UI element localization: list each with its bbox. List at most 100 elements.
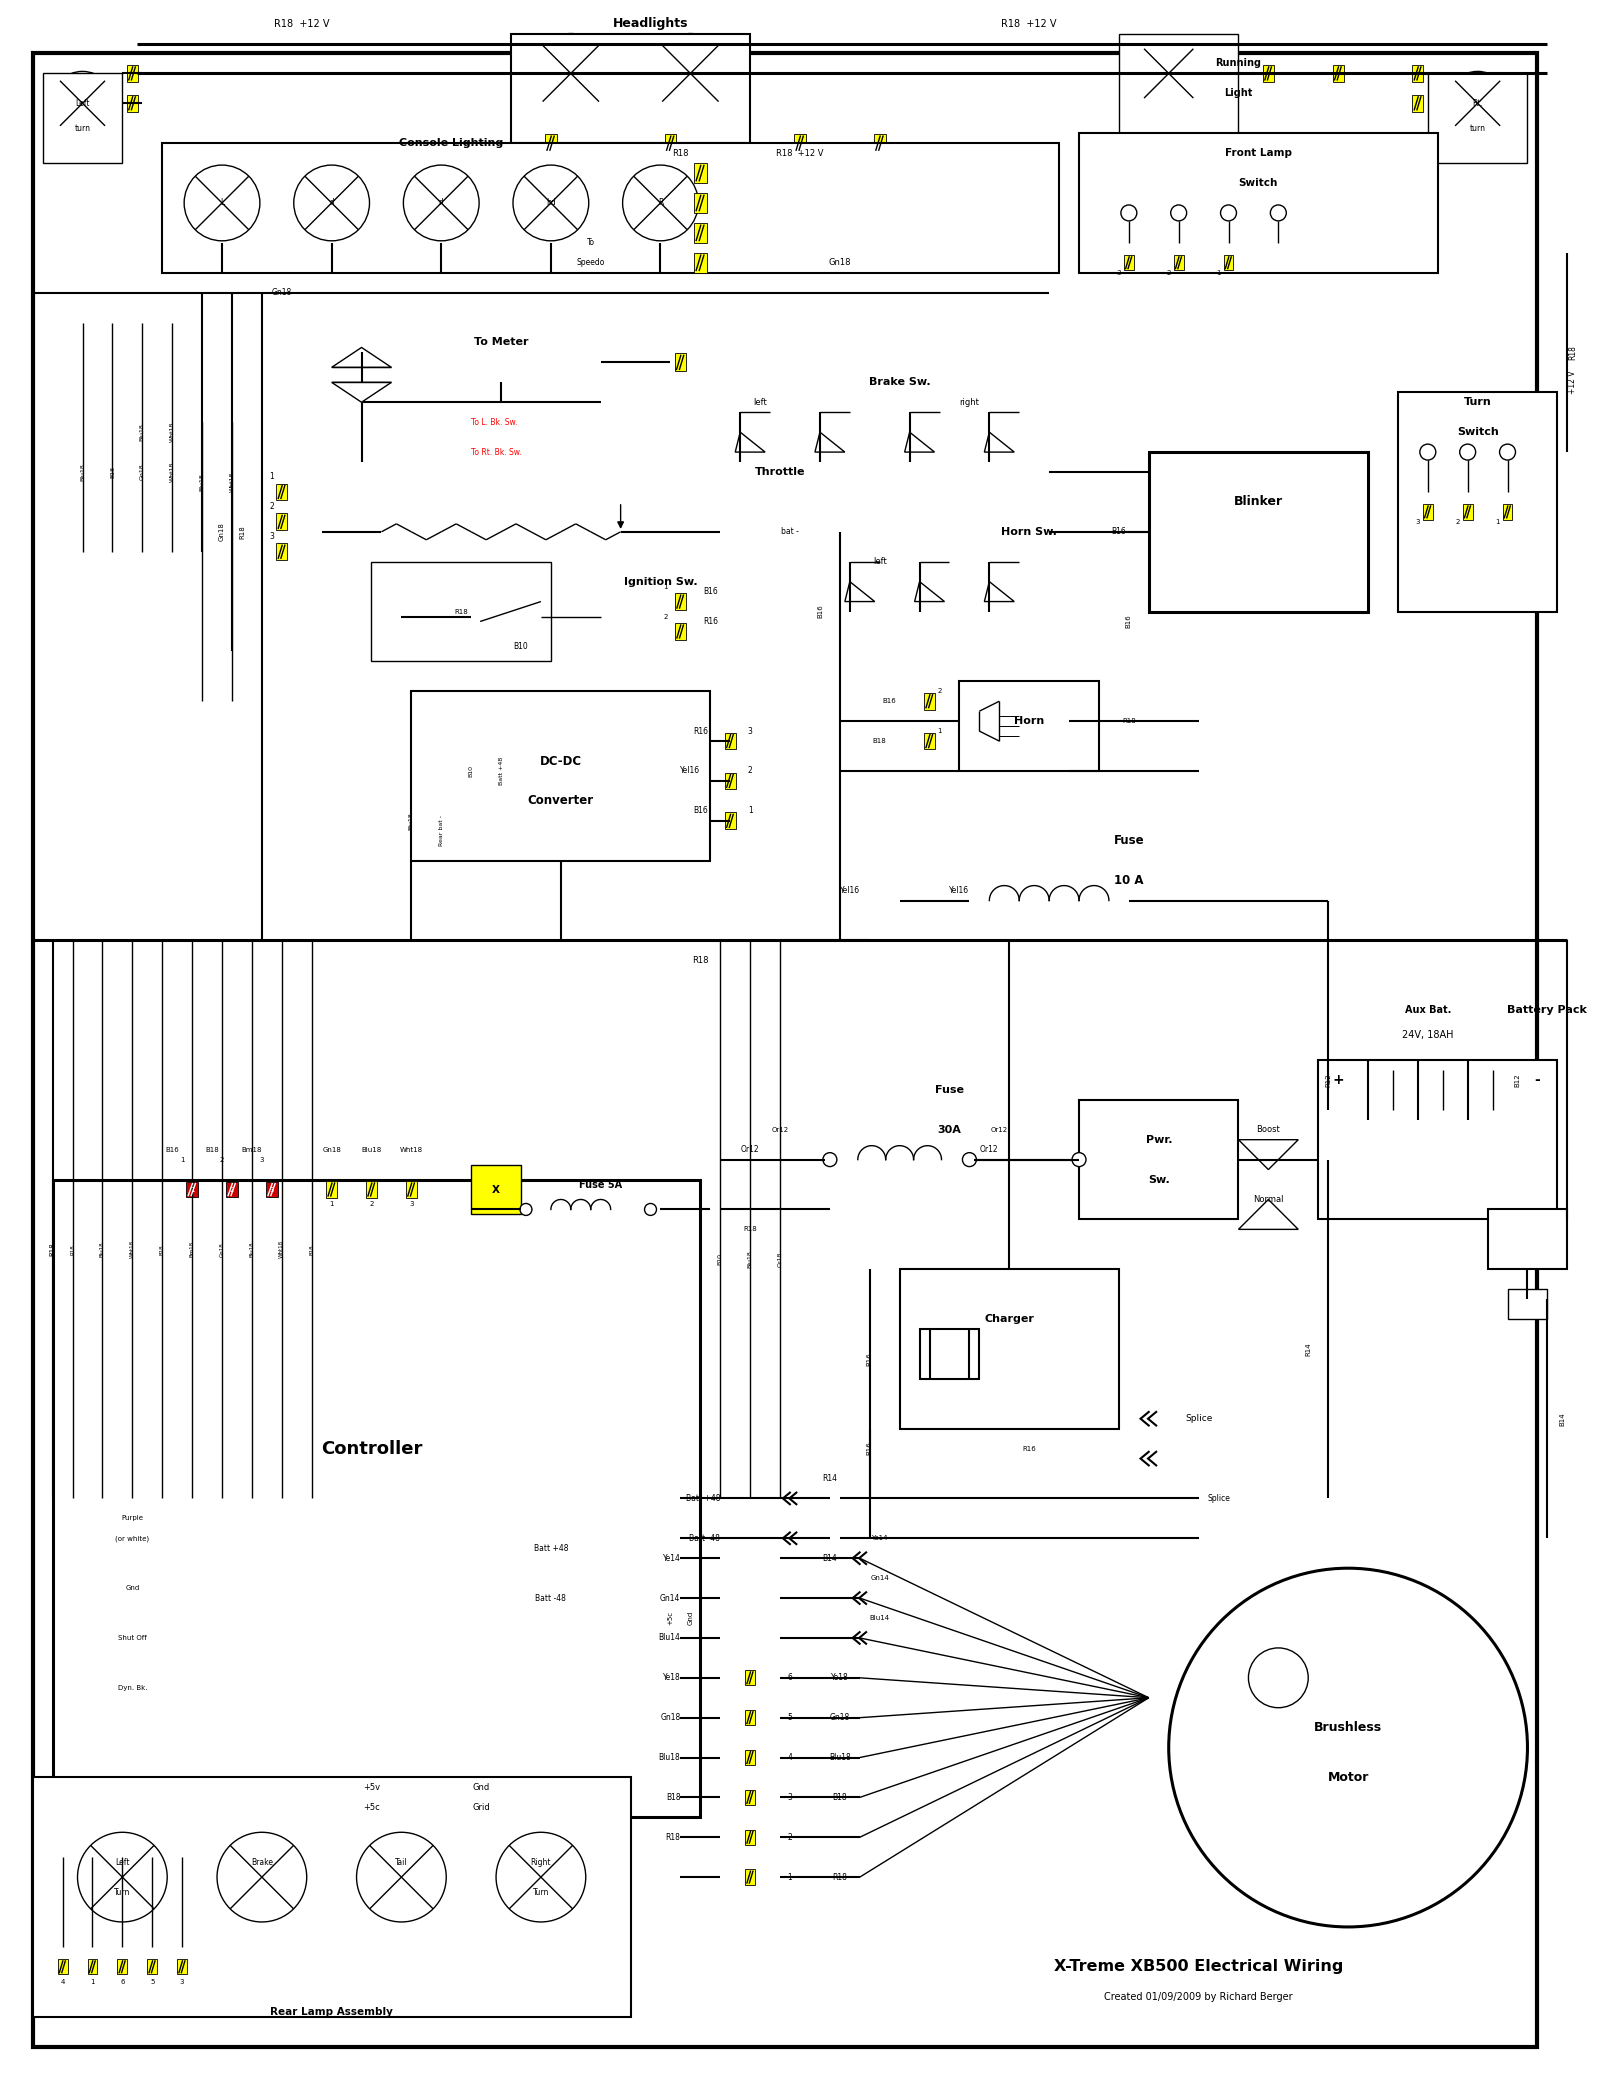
Text: R16: R16: [693, 727, 707, 735]
Text: 10 A: 10 A: [1114, 874, 1144, 886]
Text: hd: hd: [546, 200, 555, 208]
Bar: [725, 773, 736, 790]
Bar: [117, 1959, 128, 1974]
Text: B16: B16: [1112, 527, 1126, 536]
Text: Ye18: Ye18: [662, 1674, 680, 1682]
Text: B18: B18: [874, 737, 886, 743]
Text: 1: 1: [747, 806, 752, 815]
Bar: [1174, 254, 1184, 271]
Text: Switch: Switch: [1456, 426, 1499, 437]
Text: To: To: [587, 237, 595, 248]
Text: Batt +48: Batt +48: [686, 1493, 720, 1504]
Circle shape: [622, 166, 698, 242]
Text: Gnd: Gnd: [472, 1783, 490, 1791]
Circle shape: [1221, 206, 1237, 220]
Text: Ye18: Ye18: [830, 1674, 848, 1682]
Circle shape: [520, 1203, 531, 1216]
Text: B18: B18: [832, 1793, 846, 1802]
Text: 3: 3: [259, 1157, 264, 1163]
Text: Switch: Switch: [1238, 178, 1278, 189]
Text: X: X: [493, 1184, 501, 1195]
Text: B12: B12: [1515, 1073, 1520, 1086]
Text: B18: B18: [160, 1243, 165, 1254]
Text: R18  +12 V: R18 +12 V: [274, 19, 330, 29]
Text: Bm18: Bm18: [190, 1241, 195, 1258]
Text: Normal: Normal: [1253, 1195, 1283, 1203]
Bar: [1123, 254, 1134, 271]
Circle shape: [294, 166, 370, 242]
Polygon shape: [845, 582, 875, 601]
Text: Pwr.: Pwr.: [1146, 1134, 1173, 1144]
Circle shape: [514, 166, 589, 242]
Text: 3: 3: [410, 1201, 414, 1207]
Text: R18: R18: [238, 525, 245, 540]
Circle shape: [1419, 443, 1435, 460]
Bar: [53, 1180, 701, 1816]
Bar: [43, 74, 122, 164]
Text: R: R: [658, 200, 662, 208]
Text: Purple: Purple: [122, 1516, 144, 1520]
Text: B10: B10: [718, 1254, 723, 1266]
Bar: [411, 691, 710, 861]
Text: Or12: Or12: [741, 1144, 760, 1155]
Text: Boost: Boost: [1256, 1126, 1280, 1134]
Bar: [88, 1959, 98, 1974]
Text: Gnd: Gnd: [688, 1611, 693, 1625]
Text: B18: B18: [309, 1243, 314, 1254]
Bar: [746, 1829, 755, 1846]
Text: Blu18: Blu18: [80, 464, 85, 481]
Text: B16: B16: [883, 697, 896, 704]
Text: Speedo: Speedo: [576, 258, 605, 267]
Text: 4: 4: [787, 1754, 792, 1762]
Text: Running: Running: [1216, 59, 1261, 69]
Text: Wht18: Wht18: [280, 1241, 285, 1258]
Text: X-Treme XB500 Electrical Wiring: X-Treme XB500 Electrical Wiring: [1054, 1959, 1344, 1974]
Text: 2: 2: [787, 1833, 792, 1842]
Text: +12 V: +12 V: [1568, 370, 1578, 395]
Text: +: +: [1333, 1073, 1344, 1088]
Text: L: L: [219, 200, 224, 208]
Text: Fuse: Fuse: [934, 1086, 963, 1094]
Text: Turn: Turn: [114, 1888, 131, 1896]
Text: 1: 1: [179, 1157, 184, 1163]
Text: (or white): (or white): [115, 1535, 149, 1541]
Text: Horn: Horn: [1014, 716, 1045, 727]
Text: 6: 6: [787, 1674, 792, 1682]
Bar: [694, 252, 707, 273]
Text: Ye14: Ye14: [872, 1535, 888, 1541]
Text: R18: R18: [1568, 344, 1578, 359]
Circle shape: [645, 1203, 656, 1216]
Text: Left: Left: [75, 99, 90, 107]
Text: Turn: Turn: [533, 1888, 549, 1896]
Circle shape: [403, 166, 478, 242]
Bar: [675, 624, 686, 640]
Text: R18: R18: [50, 1243, 56, 1256]
Circle shape: [1499, 443, 1515, 460]
Bar: [178, 1959, 187, 1974]
Text: 1: 1: [938, 729, 942, 735]
Text: rl: rl: [330, 200, 334, 208]
Circle shape: [531, 34, 611, 113]
Circle shape: [1134, 38, 1203, 109]
Text: 1: 1: [330, 1201, 334, 1207]
Text: Bm18: Bm18: [242, 1147, 262, 1153]
Text: R12: R12: [1325, 1073, 1331, 1086]
Bar: [925, 733, 934, 750]
Circle shape: [77, 1833, 168, 1922]
Text: 6: 6: [120, 1978, 125, 1984]
Text: 5: 5: [787, 1714, 792, 1722]
Bar: [277, 544, 286, 561]
Text: turn: turn: [75, 124, 91, 132]
Text: Controller: Controller: [322, 1441, 422, 1457]
Circle shape: [184, 166, 259, 242]
Text: 3: 3: [269, 1186, 274, 1193]
Text: Created 01/09/2009 by Richard Berger: Created 01/09/2009 by Richard Berger: [1104, 1991, 1293, 2001]
Bar: [366, 1180, 378, 1197]
Circle shape: [462, 613, 480, 630]
Bar: [226, 1182, 238, 1197]
Bar: [694, 193, 707, 212]
Text: DC-DC: DC-DC: [539, 754, 582, 766]
Polygon shape: [984, 433, 1014, 452]
Text: Wht18: Wht18: [229, 472, 235, 491]
Text: Wht18: Wht18: [170, 462, 174, 483]
